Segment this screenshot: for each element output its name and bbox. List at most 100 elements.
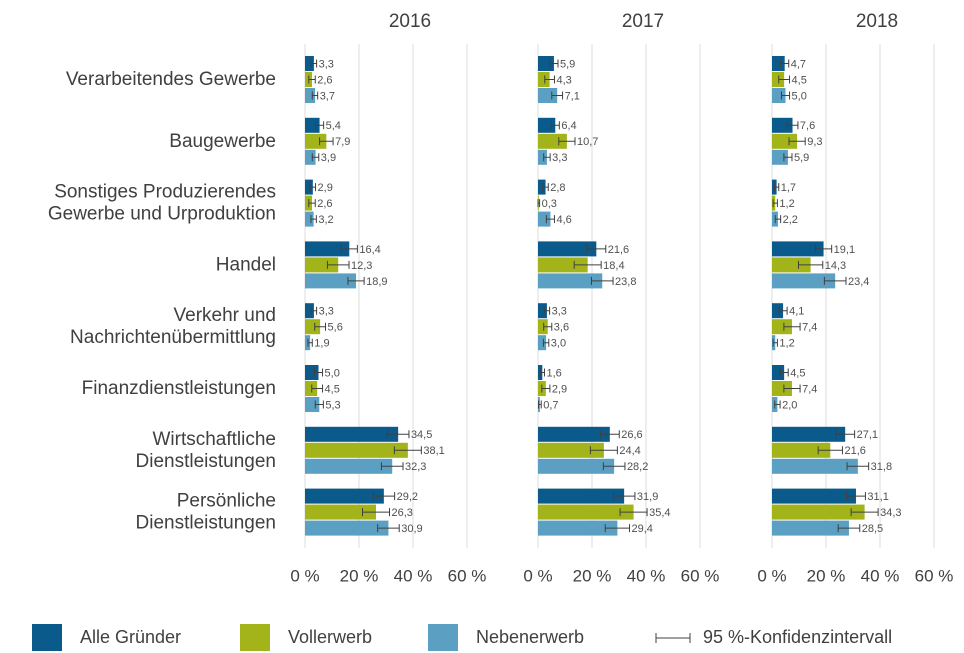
error-bar xyxy=(537,199,541,208)
value-label: 24,4 xyxy=(619,445,640,457)
x-tick-label: 60 % xyxy=(681,566,720,585)
category-line: Dienstleistungen xyxy=(136,513,276,534)
bar xyxy=(772,442,831,458)
category-label: Baugewerbe xyxy=(169,131,276,152)
error-bar xyxy=(550,121,560,130)
x-tick-label: 20 % xyxy=(340,566,379,585)
value-label: 12,3 xyxy=(351,260,372,272)
legend-swatch xyxy=(428,624,458,651)
value-label: 7,4 xyxy=(802,322,817,334)
error-bar xyxy=(551,91,564,100)
value-label: 1,2 xyxy=(779,198,794,210)
value-label: 3,3 xyxy=(319,58,334,70)
value-label: 27,1 xyxy=(857,429,878,441)
value-label: 2,8 xyxy=(550,182,565,194)
error-bar xyxy=(315,121,325,130)
bar xyxy=(772,458,858,474)
bar xyxy=(772,520,849,536)
value-label: 38,1 xyxy=(423,445,444,457)
bar xyxy=(305,149,316,165)
legend-label: Nebenerwerb xyxy=(476,627,584,647)
category-line: Finanzdienstleistungen xyxy=(82,378,276,399)
value-label: 7,4 xyxy=(802,383,817,395)
value-label: 0,3 xyxy=(542,198,557,210)
error-bar xyxy=(780,91,791,100)
legend-label: Alle Gründer xyxy=(80,627,181,647)
error-bar xyxy=(814,244,833,253)
value-label: 4,5 xyxy=(792,74,807,86)
error-bar xyxy=(604,524,631,533)
error-bar xyxy=(542,183,549,192)
value-label: 6,4 xyxy=(561,120,576,132)
legend-label: 95 %-Konfidenzintervall xyxy=(703,627,892,647)
category-line: Nachrichtenübermittlung xyxy=(70,327,276,348)
value-label: 0,7 xyxy=(543,399,558,411)
bar xyxy=(772,273,836,289)
bar xyxy=(772,426,846,442)
value-label: 14,3 xyxy=(825,260,846,272)
error-bar xyxy=(538,400,542,409)
error-bar xyxy=(372,492,396,501)
x-tick-label: 40 % xyxy=(627,566,666,585)
value-label: 26,6 xyxy=(621,429,642,441)
error-bar xyxy=(773,183,780,192)
error-bar xyxy=(311,384,324,393)
bar xyxy=(305,442,408,458)
legend-swatch xyxy=(240,624,270,651)
error-bar xyxy=(541,384,551,393)
error-bar xyxy=(850,508,879,517)
bar xyxy=(772,319,792,335)
error-bar xyxy=(549,59,559,68)
error-bar xyxy=(313,368,324,377)
bar xyxy=(538,88,558,103)
x-tick-label: 0 % xyxy=(757,566,786,585)
category-label: Verkehr und Nachrichtenübermittlung xyxy=(70,305,276,348)
value-label: 10,7 xyxy=(577,136,598,148)
x-tick-label: 0 % xyxy=(290,566,319,585)
value-label: 32,3 xyxy=(405,461,426,473)
category-line: Sonstiges Produzierendes xyxy=(54,182,276,203)
error-bar xyxy=(314,400,324,409)
error-bar xyxy=(817,446,843,455)
error-bar xyxy=(573,260,602,269)
value-label: 4,5 xyxy=(790,367,805,379)
x-tick-label: 20 % xyxy=(807,566,846,585)
legend-swatch xyxy=(32,624,62,651)
bar xyxy=(772,365,785,380)
bar xyxy=(538,179,546,195)
category-line: Gewerbe und Urproduktion xyxy=(48,204,276,225)
value-label: 7,9 xyxy=(335,136,350,148)
bar xyxy=(305,241,350,257)
error-bar xyxy=(543,153,551,162)
error-bar xyxy=(377,524,400,533)
error-bar xyxy=(835,430,856,439)
value-label: 3,3 xyxy=(552,306,567,318)
value-label: 34,3 xyxy=(880,507,901,519)
error-bar xyxy=(386,430,410,439)
panel-title: 2018 xyxy=(856,11,898,32)
error-bar xyxy=(846,462,870,471)
value-label: 19,1 xyxy=(834,244,855,256)
value-label: 3,7 xyxy=(320,90,335,102)
bar xyxy=(305,257,339,273)
value-label: 5,3 xyxy=(325,399,340,411)
value-label: 26,3 xyxy=(392,507,413,519)
bar xyxy=(305,426,399,442)
bar xyxy=(538,273,603,289)
bar xyxy=(305,520,389,536)
error-bar xyxy=(783,153,793,162)
category-label: Persönliche Dienstleistungen xyxy=(136,491,276,534)
value-label: 2,6 xyxy=(317,74,332,86)
bar xyxy=(305,273,357,289)
error-bar xyxy=(586,244,607,253)
bar xyxy=(305,488,384,504)
bar xyxy=(305,179,313,195)
error-bar xyxy=(307,338,313,347)
error-bar xyxy=(778,306,788,315)
value-label: 2,6 xyxy=(317,198,332,210)
error-bar xyxy=(823,276,847,285)
error-bar xyxy=(788,137,806,146)
value-label: 3,3 xyxy=(319,306,334,318)
value-label: 1,2 xyxy=(779,338,794,350)
